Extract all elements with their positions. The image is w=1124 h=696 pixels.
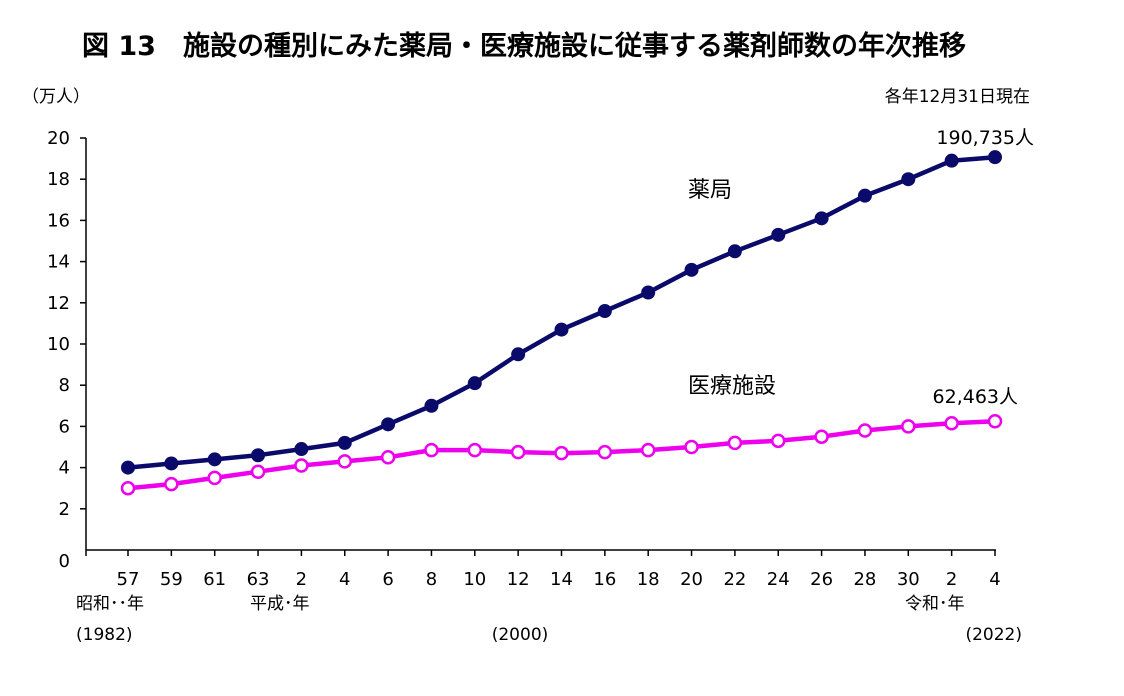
- x-tick-label: 2: [946, 569, 957, 590]
- data-point: [987, 414, 1003, 429]
- x-tick-label: 16: [593, 569, 616, 590]
- end-label-pharmacy: 190,735人: [936, 127, 1034, 149]
- data-point: [294, 458, 309, 473]
- data-point: [554, 322, 569, 337]
- data-point: [901, 172, 916, 187]
- data-point: [857, 188, 872, 203]
- x-tick-label: 12: [507, 569, 530, 590]
- data-point: [250, 464, 266, 479]
- data-point: [467, 376, 482, 391]
- y-ticks: 0 2 4 6 8 10 12 14 16 18 20: [47, 128, 86, 572]
- y-tick-label: 20: [47, 128, 70, 149]
- data-point: [251, 448, 266, 463]
- series-line: [127, 154, 996, 470]
- series-label-medical-facility: 医療施設: [688, 374, 776, 399]
- data-point: [814, 429, 829, 444]
- x-tick-label: 6: [382, 569, 393, 590]
- data-point: [684, 262, 699, 277]
- data-point: [684, 439, 699, 455]
- data-point: [380, 450, 396, 465]
- data-point: [901, 419, 916, 434]
- data-point: [554, 445, 569, 461]
- data-point: [207, 452, 222, 467]
- x-ticks: 57 59 61 63 2 4 6 8 10 12 14 16 18 20 22 24 26 28 30 2 4: [85, 550, 1001, 590]
- x-tick-label: 61: [203, 569, 226, 590]
- data-point: [944, 416, 959, 431]
- data-point: [337, 454, 352, 469]
- data-point: [988, 150, 1002, 165]
- year-label-2000: (2000): [492, 625, 549, 645]
- x-tick-label: 18: [637, 569, 660, 590]
- x-tick-label: 4: [339, 569, 350, 590]
- x-tick-label: 30: [897, 569, 920, 590]
- data-point: [121, 460, 135, 475]
- end-label-medical-facility: 62,463人: [933, 386, 1018, 408]
- date-note: 各年12月31日現在: [885, 87, 1030, 107]
- data-point: [641, 285, 656, 300]
- data-point: [814, 211, 829, 226]
- y-axis-unit-label: （万人）: [22, 87, 90, 107]
- x-tick-label: 28: [853, 569, 876, 590]
- x-tick-label: 10: [463, 569, 486, 590]
- series-layer: [120, 150, 1003, 496]
- y-tick-label: 6: [59, 416, 70, 437]
- y-tick-label: 14: [47, 252, 70, 273]
- y-tick-label: 0: [59, 551, 70, 572]
- x-tick-label: 14: [550, 569, 573, 590]
- data-point: [424, 398, 439, 413]
- y-tick-label: 8: [59, 375, 70, 396]
- x-tick-label: 57: [117, 569, 140, 590]
- data-point: [424, 442, 439, 458]
- data-point: [337, 435, 352, 450]
- era-label-heisei: 平成･年: [250, 594, 310, 614]
- y-tick-label: 18: [47, 169, 70, 190]
- year-label-1982: (1982): [76, 625, 133, 645]
- era-label-reiwa: 令和･年: [905, 594, 965, 614]
- data-point: [727, 244, 742, 259]
- x-tick-label: 24: [767, 569, 790, 590]
- year-label-2022: (2022): [965, 625, 1022, 645]
- data-point: [467, 442, 483, 458]
- x-tick-label: 59: [160, 569, 183, 590]
- x-tick-label: 20: [680, 569, 703, 590]
- x-tick-label: 26: [810, 569, 833, 590]
- data-point: [510, 444, 526, 460]
- data-point: [120, 480, 136, 496]
- data-point: [727, 435, 743, 451]
- y-tick-label: 16: [47, 210, 70, 231]
- era-label-showa: 昭和･･年: [76, 594, 144, 614]
- data-point: [771, 227, 786, 242]
- y-tick-label: 4: [59, 458, 70, 479]
- data-point: [857, 423, 873, 438]
- x-tick-label: 8: [426, 569, 437, 590]
- y-tick-label: 10: [47, 334, 70, 355]
- series-label-pharmacy: 薬局: [688, 178, 732, 203]
- data-point: [944, 153, 959, 168]
- x-tick-label: 63: [247, 569, 270, 590]
- y-tick-label: 2: [59, 499, 70, 520]
- series-medical-facility: [120, 414, 1003, 496]
- data-point: [640, 442, 656, 458]
- data-point: [294, 442, 309, 457]
- data-point: [164, 456, 179, 471]
- series-pharmacy: [121, 150, 1002, 475]
- x-tick-label: 22: [723, 569, 746, 590]
- data-point: [164, 476, 179, 492]
- chart-title: 図 13 施設の種別にみた薬局・医療施設に従事する薬剤師数の年次推移: [82, 30, 966, 62]
- x-tick-label: 2: [296, 569, 307, 590]
- data-point: [511, 347, 526, 362]
- data-point: [597, 304, 612, 319]
- data-point: [207, 470, 222, 486]
- y-tick-label: 12: [47, 293, 70, 314]
- data-point: [381, 417, 396, 432]
- data-point: [597, 444, 613, 460]
- data-point: [771, 433, 786, 449]
- x-tick-label: 4: [989, 569, 1000, 590]
